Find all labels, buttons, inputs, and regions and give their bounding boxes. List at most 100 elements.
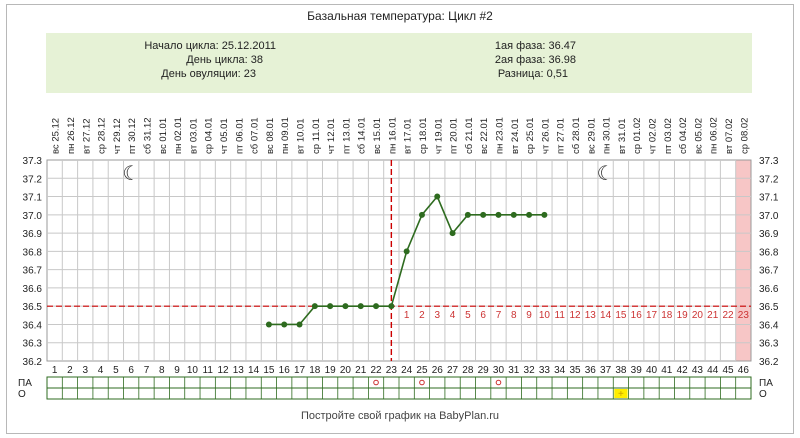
cycle-day-value: 38 (250, 54, 263, 66)
y-tick-label-right: 37.1 (759, 193, 779, 204)
date-label: пн 09.01 (280, 117, 291, 154)
date-label: ср 04.01 (204, 118, 215, 154)
date-label: пн 06.02 (709, 117, 720, 154)
cycle-day-label: День цикла: (186, 54, 248, 66)
date-label: пн 23.01 (494, 117, 505, 154)
date-label: вт 03.01 (188, 118, 199, 154)
moon-icon: ☾ (597, 163, 615, 185)
date-label: пн 02.01 (173, 117, 184, 154)
phase-day-number: 17 (646, 310, 658, 321)
o-mark-plus: + (618, 389, 624, 400)
cycle-day: День цикла: 38 (86, 54, 263, 67)
date-label: вс 29.01 (586, 118, 597, 154)
temperature-point (327, 303, 334, 310)
difference-value: 0,51 (546, 68, 568, 80)
y-tick-label-left: 36.7 (23, 266, 43, 277)
day-number-label: 22 (370, 365, 382, 376)
day-number-label: 24 (401, 365, 413, 376)
temperature-point (464, 211, 471, 218)
pa-mark (419, 379, 425, 386)
date-label: пт 06.01 (234, 118, 245, 154)
y-tick-label-left: 37.2 (23, 174, 43, 185)
o-row-label-right: О (759, 389, 767, 400)
y-tick-label-right: 37.2 (759, 174, 779, 185)
date-label: пт 20.01 (449, 118, 460, 154)
date-label: чт 05.01 (219, 118, 230, 154)
date-label: ср 25.01 (525, 118, 536, 154)
phase-day-number: 5 (465, 310, 471, 321)
phase-day-number: 22 (722, 310, 734, 321)
day-number-label: 29 (478, 365, 490, 376)
difference-label: Разница: (497, 68, 544, 80)
phase-day-number: 19 (677, 310, 689, 321)
y-tick-label-right: 36.2 (759, 357, 779, 368)
phase-day-number: 1 (404, 310, 410, 321)
y-tick-label-right: 37.0 (759, 211, 779, 222)
date-label: сб 31.12 (142, 117, 153, 154)
y-tick-label-right: 36.6 (759, 284, 779, 295)
date-label: ср 18.01 (418, 118, 429, 154)
day-number-label: 7 (144, 365, 150, 376)
day-number-label: 1 (52, 365, 58, 376)
date-label: вт 27.12 (81, 118, 92, 154)
difference: Разница: 0,51 (426, 68, 568, 81)
day-number-label: 34 (554, 365, 566, 376)
day-number-label: 43 (692, 365, 704, 376)
date-label: ср 01.02 (632, 118, 643, 154)
phase-day-number: 4 (450, 310, 456, 321)
y-tick-label-right: 37.3 (759, 156, 779, 167)
day-number-label: 28 (462, 365, 474, 376)
temperature-point (296, 321, 303, 328)
temperature-line (268, 195, 545, 326)
date-label: вт 10.01 (296, 118, 307, 154)
date-label: вт 24.01 (510, 118, 521, 154)
temperature-point (373, 303, 380, 310)
ovulation-day-value: 23 (243, 68, 256, 80)
y-tick-label-left: 36.3 (23, 339, 43, 350)
day-number-label: 3 (82, 365, 88, 376)
phase-day-number: 15 (615, 310, 627, 321)
phase-day-number: 9 (526, 310, 532, 321)
temperature-point (495, 211, 502, 218)
footer-link[interactable]: Постройте свой график на BabyPlan.ru (300, 410, 500, 422)
temperature-point (388, 303, 395, 310)
temperature-point (510, 211, 517, 218)
date-label: пт 27.01 (556, 118, 567, 154)
pa-row-label-right: ПА (759, 378, 773, 389)
temperature-point (434, 193, 441, 200)
phase-day-number: 6 (480, 310, 486, 321)
date-label: пт 30.12 (127, 118, 138, 154)
o-row-label-left: О (18, 389, 26, 400)
day-number-label: 17 (294, 365, 306, 376)
day-number-label: 5 (113, 365, 119, 376)
today-column (735, 160, 751, 361)
y-tick-label-left: 37.1 (23, 193, 43, 204)
phase-day-number: 11 (555, 310, 566, 321)
phase-day-number: 8 (511, 310, 517, 321)
phase-day-number: 20 (692, 310, 704, 321)
temperature-point (480, 211, 487, 218)
day-number-label: 9 (174, 365, 180, 376)
temperature-point (418, 211, 425, 218)
phase-day-number: 14 (600, 310, 612, 321)
phase-day-number: 12 (569, 310, 581, 321)
day-number-label: 19 (325, 365, 337, 376)
temperature-point (265, 321, 272, 328)
day-number-label: 15 (263, 365, 275, 376)
y-tick-label-right: 36.8 (759, 247, 779, 258)
y-tick-label-right: 36.3 (759, 339, 779, 350)
day-number-label: 45 (722, 365, 734, 376)
date-label: сб 14.01 (357, 117, 368, 154)
date-label: вс 22.01 (479, 118, 490, 154)
temperature-point (403, 248, 410, 255)
day-number-label: 41 (661, 365, 673, 376)
phase-day-number: 2 (419, 310, 425, 321)
day-number-label: 27 (447, 365, 459, 376)
temperature-point (342, 303, 349, 310)
date-label: чт 02.02 (648, 118, 659, 154)
day-number-label: 16 (279, 365, 291, 376)
phase-day-number: 3 (434, 310, 440, 321)
pa-mark (495, 379, 502, 386)
day-number-label: 44 (707, 365, 719, 376)
